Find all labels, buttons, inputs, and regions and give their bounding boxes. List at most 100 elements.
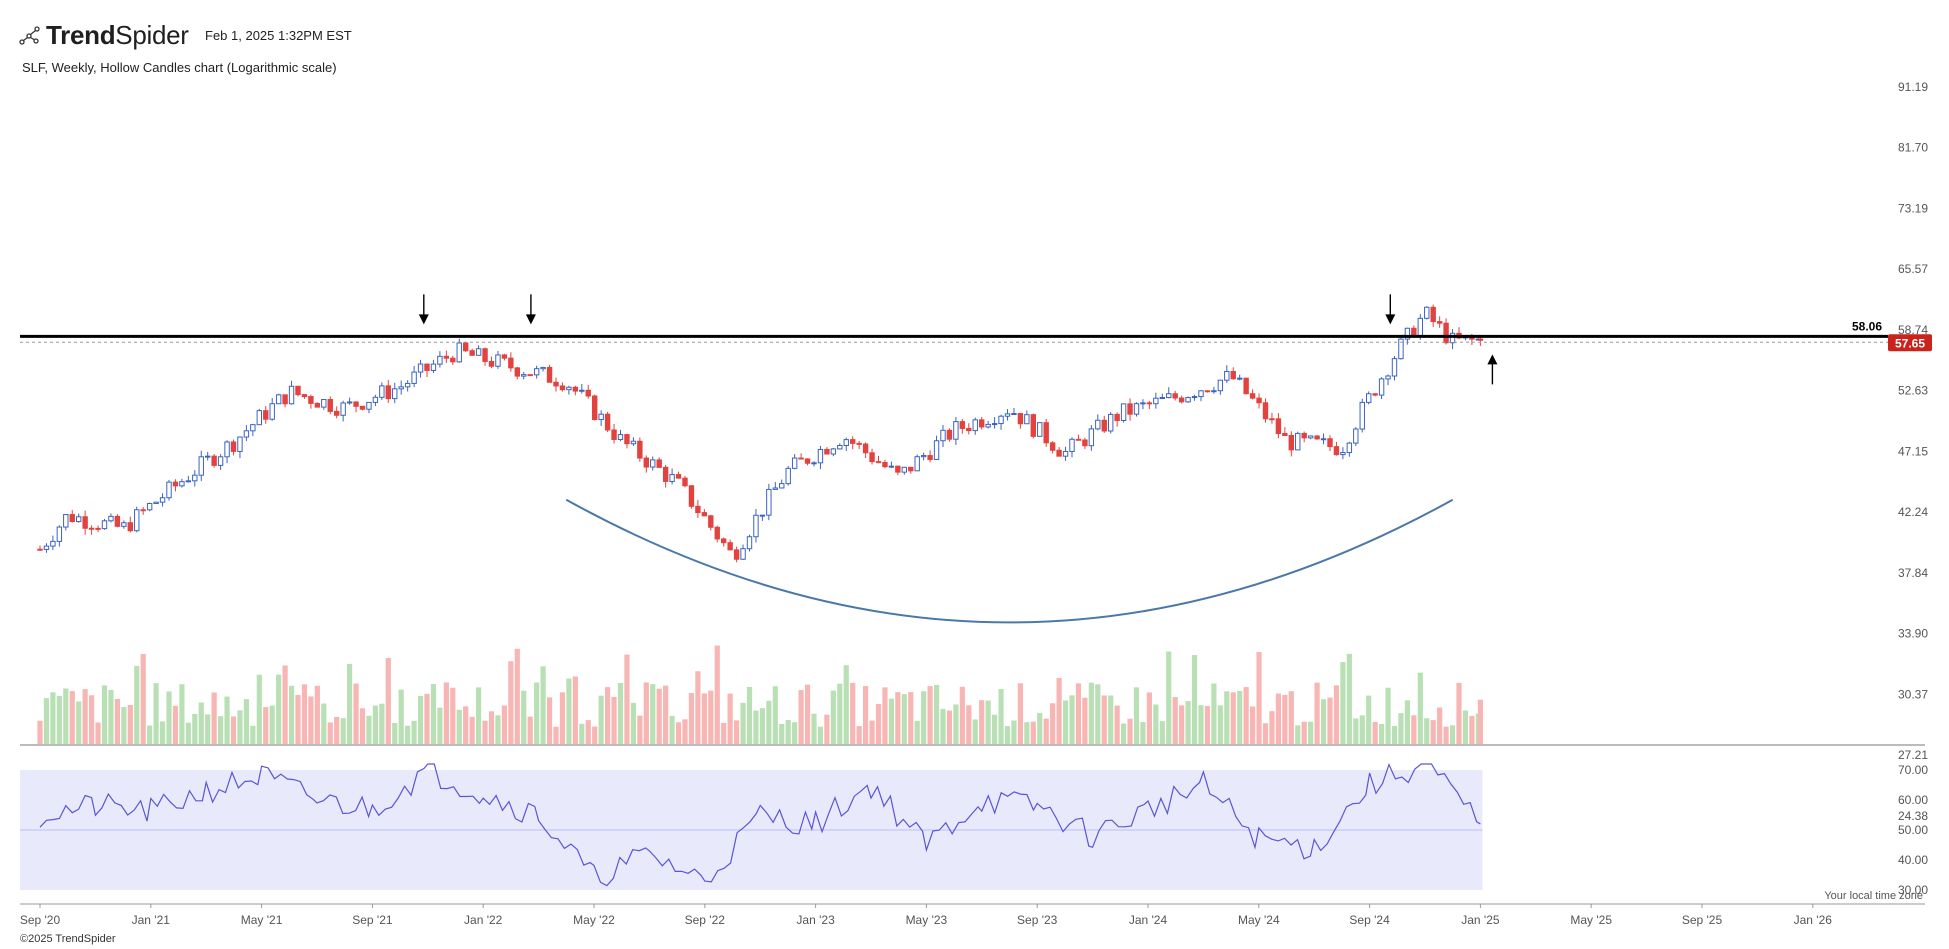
volume-bar [914, 720, 920, 745]
volume-bar [753, 710, 759, 745]
candle-body [43, 545, 50, 550]
volume-bar [1030, 721, 1036, 745]
volume-bar [1411, 715, 1417, 745]
candle-body [340, 402, 346, 416]
volume-bar [405, 725, 411, 745]
candle-body [701, 512, 708, 517]
candle-body [901, 466, 907, 473]
candle-body [430, 363, 437, 371]
volume-bar [1379, 724, 1385, 745]
volume-bar [882, 687, 888, 745]
volume-bar [675, 722, 682, 745]
candle-body [811, 462, 817, 465]
y-tick-label: 65.57 [1898, 262, 1928, 276]
candle-body [127, 522, 134, 532]
candle-body [804, 458, 811, 464]
volume-bar [1037, 712, 1043, 745]
volume-bar [592, 726, 598, 745]
candle-body [1166, 393, 1172, 399]
rsi-tick-label: 60.00 [1898, 793, 1928, 807]
volume-bar [437, 707, 443, 745]
volume-bar [121, 706, 127, 745]
candle-body [250, 424, 256, 432]
volume-bar [56, 695, 62, 745]
candle-body [295, 385, 301, 396]
candle-body [869, 452, 875, 463]
candle-body [1301, 432, 1307, 439]
volume-bar [82, 689, 88, 745]
candle-body [753, 514, 759, 538]
volume-bar [643, 682, 649, 745]
volume-bar [1301, 721, 1307, 745]
candle-body [1385, 375, 1391, 380]
volume-bar [1224, 691, 1230, 745]
candle-body [1049, 442, 1056, 451]
volume-bar [585, 720, 591, 745]
volume-bar [1262, 723, 1269, 745]
volume-bar [1391, 725, 1398, 745]
candle-body [101, 520, 108, 530]
volume-bar [1437, 707, 1443, 745]
volume-bar [488, 711, 495, 745]
candle-body [1398, 338, 1404, 360]
volume-bar [617, 682, 624, 745]
candle-body [546, 366, 553, 383]
volume-bar [1314, 682, 1320, 745]
volume-bar [379, 703, 385, 745]
volume-bar [688, 693, 695, 745]
volume-bar [1179, 705, 1185, 745]
volume-bar [933, 684, 940, 745]
candle-body [508, 357, 514, 369]
candle-body [282, 394, 288, 405]
volume-bar [101, 685, 108, 745]
candle-body [1243, 377, 1249, 395]
x-tick-label: Sep '23 [1017, 913, 1058, 927]
chart-subtitle: SLF, Weekly, Hollow Candles chart (Logar… [22, 60, 337, 75]
candle-body [88, 527, 95, 530]
candle-body [346, 401, 353, 404]
candle-body [643, 457, 649, 468]
volume-bar [243, 699, 249, 745]
candle-body [850, 439, 856, 444]
timezone-note: Your local time zone [1824, 890, 1923, 902]
candle-body [669, 474, 675, 482]
arrow-down-mar22-head [525, 314, 536, 325]
candle-body [998, 415, 1004, 425]
volume-bar [1114, 705, 1120, 745]
candle-body [953, 421, 959, 440]
volume-bar [553, 726, 559, 745]
volume-bar [1198, 705, 1204, 745]
volume-bar [295, 695, 301, 745]
volume-bar [824, 714, 830, 745]
y-tick-label: 24.38 [1898, 809, 1928, 823]
volume-bar [501, 705, 507, 745]
volume-bar [308, 696, 314, 745]
candle-body [1269, 418, 1275, 421]
volume-bar [1191, 655, 1198, 745]
volume-bar [301, 684, 308, 745]
candle-body [598, 413, 604, 421]
candle-body [1449, 332, 1456, 344]
volume-bar [1108, 695, 1114, 745]
volume-bar [772, 686, 778, 745]
volume-bar [701, 693, 707, 745]
volume-bar [1366, 695, 1372, 745]
y-tick-label: 58.74 [1898, 323, 1928, 337]
candle-body [779, 483, 785, 489]
volume-bar [1133, 687, 1140, 745]
candle-body [1424, 306, 1430, 319]
candle-body [1404, 327, 1411, 340]
candle-body [592, 395, 598, 421]
volume-bar [1275, 693, 1281, 745]
volume-bar [650, 684, 656, 745]
volume-bar [1456, 682, 1462, 745]
volume-bar [1062, 700, 1069, 745]
volume-bar [224, 696, 230, 745]
volume-bar [682, 719, 688, 745]
rsi-tick-label: 40.00 [1898, 853, 1928, 867]
candle-body [1075, 438, 1082, 441]
volume-bar [1127, 718, 1133, 745]
arrow-down-nov21-head [418, 314, 429, 325]
volume-bar [366, 715, 372, 745]
